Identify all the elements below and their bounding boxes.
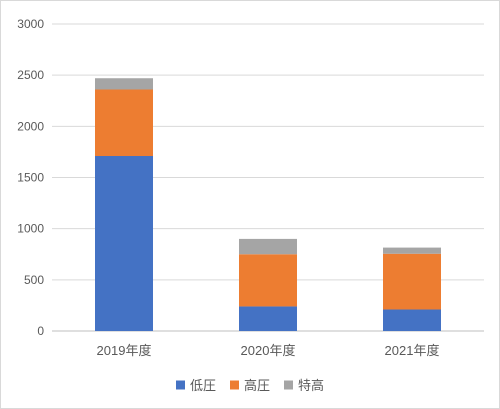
bar-segment: [95, 78, 153, 90]
bar-segment: [239, 306, 297, 331]
bar-segment: [383, 253, 441, 310]
y-axis-tick-labels: 0 500 1000 1500 2000 2500 3000: [17, 17, 44, 338]
bar-segment: [383, 309, 441, 331]
x-axis-category-labels: 2019年度 2020年度 2021年度: [97, 343, 440, 358]
y-tick-label: 1500: [17, 171, 44, 185]
x-category-label: 2019年度: [97, 343, 152, 358]
legend-swatch: [176, 380, 185, 390]
legend-swatch: [230, 380, 239, 390]
bars: [95, 78, 441, 331]
x-category-label: 2020年度: [241, 343, 296, 358]
y-tick-label: 2000: [17, 119, 44, 133]
y-tick-label: 1000: [17, 222, 44, 236]
bar-segment: [95, 156, 153, 331]
y-tick-label: 0: [37, 324, 44, 338]
bar-segment: [239, 238, 297, 255]
y-tick-label: 2500: [17, 68, 44, 82]
legend-label: 高圧: [244, 378, 270, 393]
legend-swatch: [284, 380, 293, 390]
legend: 低圧 高圧 特高: [176, 378, 324, 393]
legend-label: 特高: [298, 378, 324, 393]
legend-label: 低圧: [190, 378, 216, 393]
y-tick-label: 500: [24, 273, 44, 287]
bar-segment: [383, 247, 441, 254]
x-category-label: 2021年度: [385, 343, 440, 358]
y-tick-label: 3000: [17, 17, 44, 31]
bar-segment: [239, 254, 297, 307]
bar-segment: [95, 89, 153, 157]
